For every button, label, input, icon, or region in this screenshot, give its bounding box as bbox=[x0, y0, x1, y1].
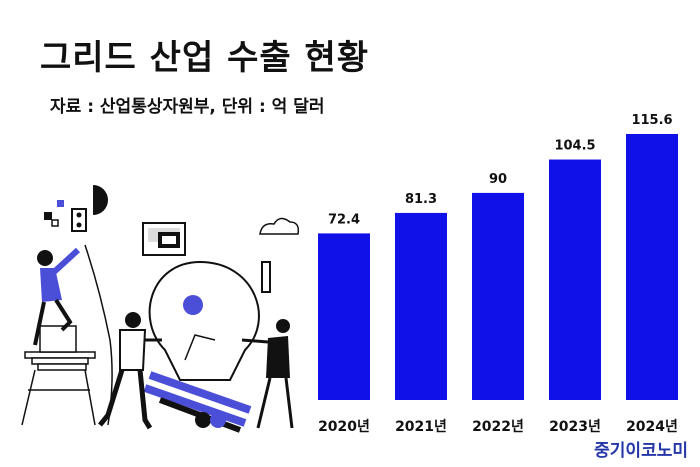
bar-2022년 bbox=[472, 192, 524, 400]
category-label: 2023년 bbox=[549, 419, 601, 435]
value-label: 90 bbox=[489, 172, 507, 187]
category-label: 2022년 bbox=[472, 419, 524, 435]
value-label: 104.5 bbox=[554, 139, 595, 154]
bar-2021년 bbox=[395, 212, 447, 400]
value-label: 115.6 bbox=[631, 113, 672, 128]
bar-2024년 bbox=[626, 134, 678, 400]
chart-subtitle: 자료 : 산업통상자원부, 단위 : 억 달러 bbox=[50, 97, 325, 117]
bar-2023년 bbox=[549, 159, 601, 400]
value-label: 72.4 bbox=[328, 212, 360, 227]
chart-title: 그리드 산업 수출 현황 bbox=[40, 38, 370, 78]
value-label: 81.3 bbox=[405, 192, 437, 207]
brand-logo: 중기이코노미 bbox=[594, 441, 688, 461]
category-label: 2021년 bbox=[395, 419, 447, 435]
bar-2020년 bbox=[318, 233, 370, 400]
category-label: 2020년 bbox=[318, 419, 370, 435]
category-label: 2024년 bbox=[626, 419, 678, 435]
